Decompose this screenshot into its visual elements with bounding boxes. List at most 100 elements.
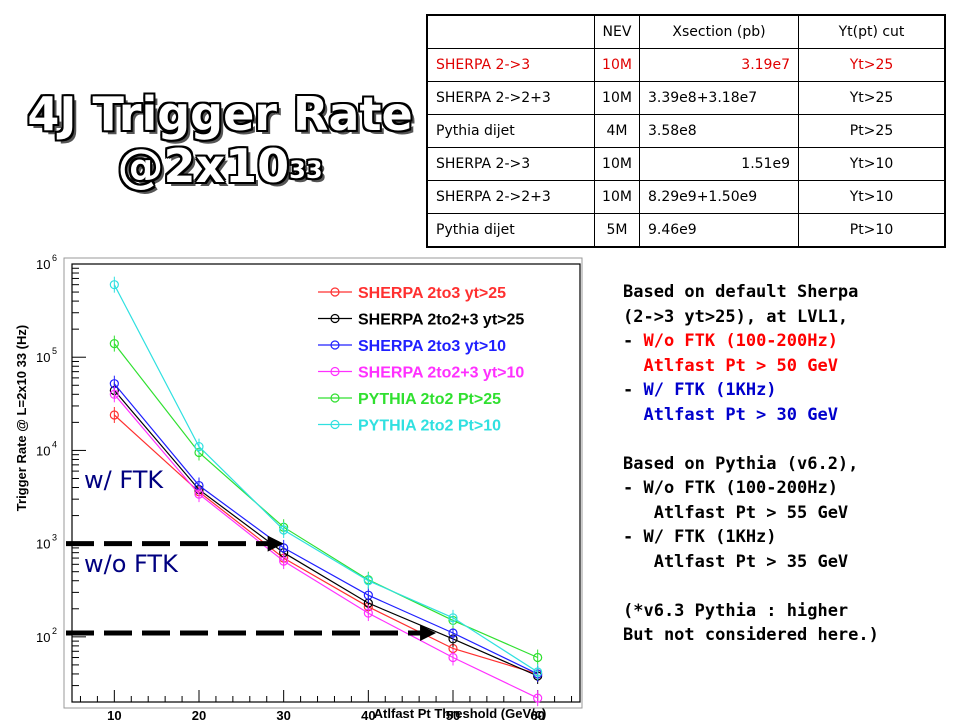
table-header-row: NEV Xsection (pb) Yt(pt) cut — [426, 14, 946, 49]
legend-marker — [330, 287, 340, 297]
cell-xsection: 3.39e8+3.18e7 — [639, 81, 799, 115]
note-text: - — [623, 331, 644, 351]
note-line: - W/o FTK (100-200Hz) — [623, 329, 958, 354]
table-header-generator — [426, 14, 595, 49]
legend-label: PYTHIA 2to2 Pt>25 — [358, 391, 501, 408]
legend-label: SHERPA 2to3 yt>25 — [358, 285, 506, 302]
y-tick-label: 10 — [36, 443, 50, 458]
legend-label: SHERPA 2to2+3 yt>10 — [358, 365, 524, 382]
legend-marker — [330, 393, 340, 403]
legend-marker — [330, 313, 340, 324]
note-text: - — [623, 380, 644, 400]
note-line: But not considered here.) — [623, 623, 958, 648]
note-text: (2->3 yt>25), at LVL1, — [623, 306, 849, 327]
data-point — [448, 613, 458, 623]
cell-nev: 10M — [594, 180, 640, 214]
y-tick-exponent: 3 — [52, 533, 57, 543]
table-row: SHERPA 2->3 10M 1.51e9 Yt>10 — [426, 147, 946, 181]
y-tick-exponent: 6 — [52, 253, 57, 263]
threshold-arrowhead — [420, 624, 437, 641]
legend-marker — [330, 366, 340, 377]
cell-nev: 10M — [594, 81, 640, 115]
data-point — [194, 489, 204, 499]
cell-xsection: 9.46e9 — [639, 213, 799, 248]
note-text: But not considered here.) — [623, 625, 879, 645]
cell-generator: Pythia dijet — [426, 114, 595, 148]
data-point — [363, 576, 373, 586]
note-highlight: W/o FTK (100-200Hz) — [643, 331, 838, 351]
y-tick-exponent: 4 — [52, 439, 57, 449]
note-line — [623, 427, 958, 452]
series-line — [113, 383, 538, 675]
with-ftk-label: w/ FTK — [84, 466, 164, 494]
cross-section-table: NEV Xsection (pb) Yt(pt) cut SHERPA 2->3… — [426, 14, 946, 248]
y-tick-exponent: 2 — [52, 626, 57, 636]
legend-label: SHERPA 2to3 yt>10 — [358, 338, 506, 355]
cell-nev: 10M — [594, 48, 640, 82]
note-text — [623, 576, 633, 596]
y-tick-label: 10 — [36, 257, 50, 272]
y-tick-label: 10 — [36, 537, 50, 552]
table-row: SHERPA 2->2+3 10M 8.29e9+1.50e9 Yt>10 — [426, 180, 946, 214]
data-point — [448, 628, 458, 638]
table-row: Pythia dijet 5M 9.46e9 Pt>10 — [426, 213, 946, 248]
cell-cut: Yt>10 — [798, 147, 946, 181]
note-line: Based on default Sherpa — [623, 280, 958, 305]
cell-generator: Pythia dijet — [426, 213, 595, 248]
series-layer — [109, 276, 543, 707]
legend-marker — [330, 340, 340, 350]
table-row: SHERPA 2->3 10M 3.19e7 Yt>25 — [426, 48, 946, 82]
page-subtitle: @2x1033 — [0, 140, 440, 192]
x-axis-label: Atlfast Pt Threshold (GeV/c) — [374, 706, 547, 720]
data-point — [109, 338, 119, 349]
x-tick-label: 50 — [446, 708, 460, 720]
page-title: 4J Trigger Rate — [27, 87, 413, 141]
note-line: - W/ FTK (1KHz) — [623, 525, 958, 550]
note-line: Atlfast Pt > 35 GeV — [623, 550, 958, 575]
notes-panel: Based on default Sherpa (2->3 yt>25), at … — [623, 280, 958, 648]
note-line: Atlfast Pt > 55 GeV — [623, 501, 958, 526]
cell-nev: 5M — [594, 213, 640, 248]
note-text: Based on Pythia (v6.2), — [623, 453, 859, 474]
note-text — [623, 429, 633, 449]
without-ftk-label: w/o FTK — [84, 550, 179, 578]
x-tick-label: 20 — [192, 708, 206, 720]
data-point — [109, 389, 119, 399]
y-tick-exponent: 5 — [52, 346, 57, 356]
data-point — [279, 525, 289, 535]
cell-generator: SHERPA 2->2+3 — [426, 180, 595, 214]
table-row: Pythia dijet 4M 3.58e8 Pt>25 — [426, 114, 946, 148]
x-tick-label: 10 — [107, 708, 121, 720]
note-highlight: W/ FTK (1KHz) — [643, 380, 777, 400]
data-point — [533, 667, 543, 677]
series-line — [113, 414, 538, 675]
legend-marker — [330, 419, 340, 430]
note-line: (*v6.3 Pythia : higher — [623, 599, 958, 624]
note-line: Atlfast Pt > 50 GeV — [623, 354, 958, 379]
note-line: - W/ FTK (1KHz) — [623, 378, 958, 403]
cell-nev: 10M — [594, 147, 640, 181]
note-line: Atlfast Pt > 30 GeV — [623, 403, 958, 428]
note-line: - W/o FTK (100-200Hz) — [623, 476, 958, 501]
subtitle-exponent: 33 — [289, 156, 323, 184]
note-line: (2->3 yt>25), at LVL1, — [623, 305, 958, 330]
note-text: Atlfast Pt > 55 GeV — [623, 502, 849, 523]
legend-label: PYTHIA 2to2 Pt>10 — [358, 418, 501, 435]
data-point — [279, 543, 289, 553]
note-line — [623, 574, 958, 599]
data-point — [533, 652, 543, 663]
plot-frame — [71, 263, 581, 703]
data-point — [109, 410, 119, 420]
note-text: Atlfast Pt > 30 GeV — [623, 404, 838, 425]
cell-generator: SHERPA 2->3 — [426, 147, 595, 181]
cell-xsection: 3.58e8 — [639, 114, 799, 148]
cell-xsection: 3.19e7 — [639, 48, 799, 82]
table-header-nev: NEV — [594, 14, 640, 49]
note-text: Atlfast Pt > 35 GeV — [623, 551, 849, 572]
cell-generator: SHERPA 2->3 — [426, 48, 595, 82]
trigger-rate-chart: 10 210 310 410 510 610 20 30 40 50 60 SHERPA 2to3 … — [0, 248, 590, 720]
series-line — [113, 393, 538, 699]
y-tick-label: 10 — [36, 630, 50, 645]
note-text: (*v6.3 Pythia : higher — [623, 600, 849, 621]
x-tick-label: 60 — [530, 708, 544, 720]
